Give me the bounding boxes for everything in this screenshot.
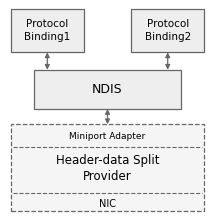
Bar [131,9,204,52]
Text: Protocol
Binding1: Protocol Binding1 [24,19,71,42]
Bar [11,9,84,52]
Text: NIC: NIC [99,199,116,209]
Text: Header-data Split
Provider: Header-data Split Provider [56,154,159,184]
Text: Protocol
Binding2: Protocol Binding2 [144,19,191,42]
Text: NDIS: NDIS [92,83,123,96]
Bar [11,124,204,211]
Text: Miniport Adapter: Miniport Adapter [69,132,146,141]
Bar [34,70,181,109]
